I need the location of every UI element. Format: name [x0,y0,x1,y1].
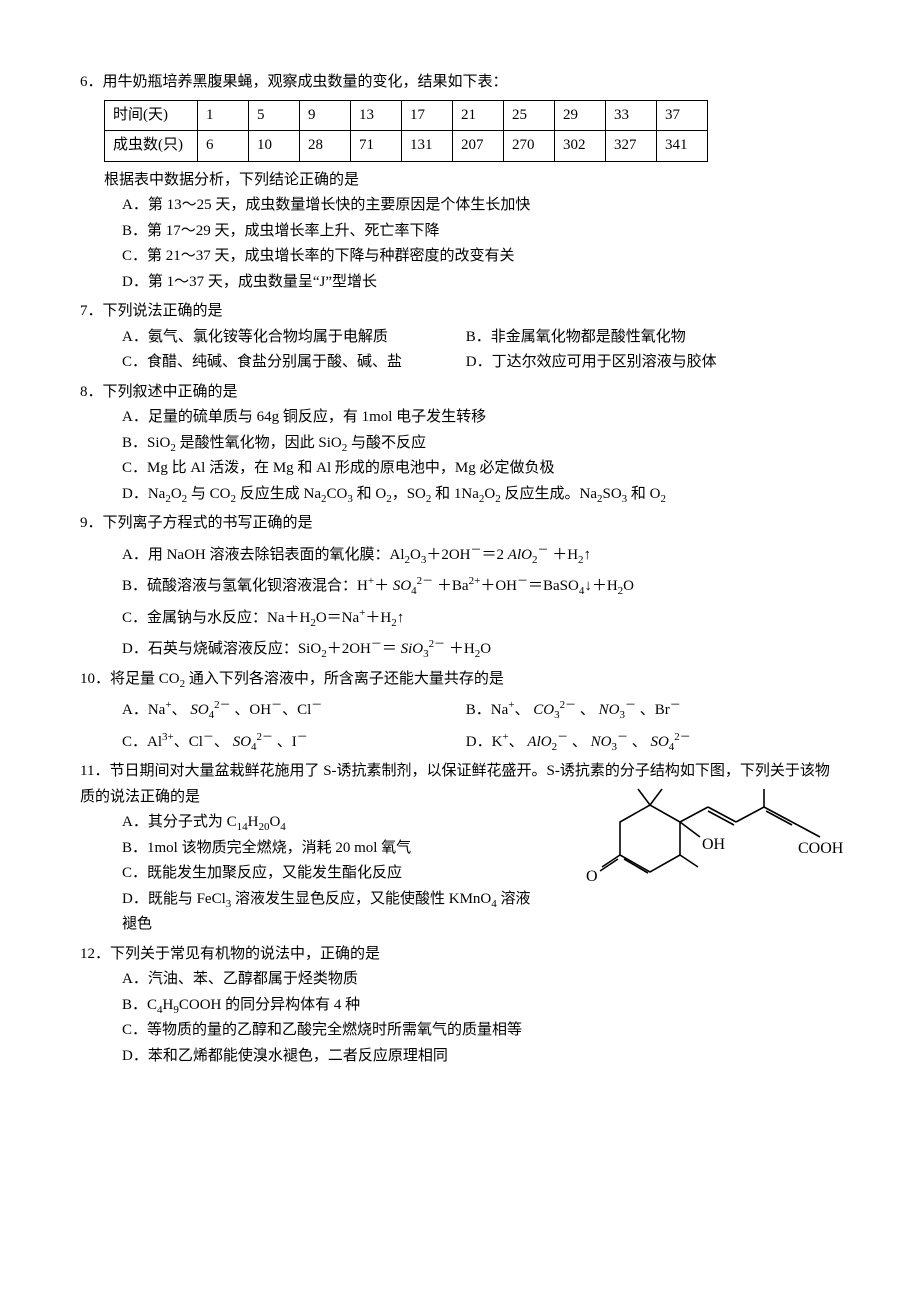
question-8: 8．下列叙述中正确的是 A．足量的硫单质与 64g 铜反应，有 1mol 电子发… [80,380,840,508]
opt-b: B．第 17～29 天，成虫增长率上升、死亡率下降 [122,219,840,245]
q9-head: 9．下列离子方程式的书写正确的是 [80,515,313,531]
cell: 37 [657,100,708,131]
oh-label: OH [702,836,726,853]
cell: 1 [198,100,249,131]
opt-b: B．C4H9COOH 的同分异构体有 4 种 [122,993,840,1019]
opt-c: C．Mg 比 Al 活泼，在 Mg 和 Al 形成的原电池中，Mg 必定做负极 [122,456,840,482]
opt-d: D．第 1～37 天，成虫数量呈“J”型增长 [122,270,840,296]
cell: 28 [300,131,351,162]
q8-opts: A．足量的硫单质与 64g 铜反应，有 1mol 电子发生转移 B．SiO2 是… [122,405,840,507]
question-9: 9．下列离子方程式的书写正确的是 A．用 NaOH 溶液去除铝表面的氧化膜：Al… [80,511,840,663]
q12-head: 12．下列关于常见有机物的说法中，正确的是 [80,946,380,962]
cell: 29 [555,100,606,131]
q12-num: 12． [80,946,110,962]
cell: 时间(天) [105,100,198,131]
q8-head: 8．下列叙述中正确的是 [80,384,238,400]
opt-b: B．1mol 该物质完全燃烧，消耗 20 mol 氧气 [122,836,542,862]
q10-pre: 将足量 CO [110,671,180,687]
cell: 21 [453,100,504,131]
opt-a: A．其分子式为 C14H20O4 [122,810,542,836]
o-label: O [586,868,598,885]
opt-a: A．第 13～25 天，成虫数量增长快的主要原因是个体生长加快 [122,193,840,219]
opt-b: B．硫酸溶液与氢氧化钡溶液混合：H+＋ SO42－ ＋Ba2+＋OH－＝BaSO… [122,574,840,600]
cell: 341 [657,131,708,162]
q7-num: 7． [80,303,103,319]
opt-c: C．等物质的量的乙醇和乙酸完全燃烧时所需氧气的质量相等 [122,1018,840,1044]
q6-head: 6．用牛奶瓶培养黑腹果蝇，观察成虫数量的变化，结果如下表： [80,74,508,90]
molecule-icon: O OH COOH [580,777,860,897]
q9-text: 下列离子方程式的书写正确的是 [103,515,313,531]
q8-num: 8． [80,384,103,400]
opt-a: A．用 NaOH 溶液去除铝表面的氧化膜：Al2O3＋2OH－＝2 AlO2－ … [122,543,840,569]
cell: 131 [402,131,453,162]
q10-opts1: A．Na+、 SO42－ 、OH－、Cl－ B．Na+、 CO32－ 、 NO3… [122,698,840,724]
q6-sub: 根据表中数据分析，下列结论正确的是 [104,168,840,194]
cell: 10 [249,131,300,162]
cell: 33 [606,100,657,131]
opt-a: A．足量的硫单质与 64g 铜反应，有 1mol 电子发生转移 [122,405,840,431]
q7-head: 7．下列说法正确的是 [80,303,223,319]
question-7: 7．下列说法正确的是 A．氨气、氯化铵等化合物均属于电解质 B．非金属氧化物都是… [80,299,840,376]
opt-c: C．食醋、纯碱、食盐分别属于酸、碱、盐 [122,350,462,376]
q7-text: 下列说法正确的是 [103,303,223,319]
q8-text: 下列叙述中正确的是 [103,384,238,400]
q12-text: 下列关于常见有机物的说法中，正确的是 [110,946,380,962]
q9-opts: A．用 NaOH 溶液去除铝表面的氧化膜：Al2O3＋2OH－＝2 AlO2－ … [122,543,840,663]
opt-b: B．Na+、 CO32－ 、 NO3－ 、Br－ [466,698,806,724]
opt-c: C．既能发生加聚反应，又能发生酯化反应 [122,861,542,887]
q9-num: 9． [80,515,103,531]
q7-opts2: C．食醋、纯碱、食盐分别属于酸、碱、盐 D．丁达尔效应可用于区别溶液与胶体 [122,350,840,376]
opt-c: C．金属钠与水反应：Na＋H2O＝Na+＋H2↑ [122,606,840,632]
cell: 270 [504,131,555,162]
table-row: 时间(天) 1 5 9 13 17 21 25 29 33 37 [105,100,708,131]
opt-c: C．Al3+、Cl－、 SO42－ 、I－ [122,730,462,756]
cell: 25 [504,100,555,131]
question-6: 6．用牛奶瓶培养黑腹果蝇，观察成虫数量的变化，结果如下表： 时间(天) 1 5 … [80,70,840,295]
q6-table: 时间(天) 1 5 9 13 17 21 25 29 33 37 成虫数(只) … [104,100,708,162]
opt-d: D．苯和乙烯都能使溴水褪色，二者反应原理相同 [122,1044,840,1070]
q10-suf: 通入下列各溶液中，所含离子还能大量共存的是 [185,671,504,687]
question-12: 12．下列关于常见有机物的说法中，正确的是 A．汽油、苯、乙醇都属于烃类物质 B… [80,942,840,1070]
opt-a: A．Na+、 SO42－ 、OH－、Cl－ [122,698,462,724]
q10-opts2: C．Al3+、Cl－、 SO42－ 、I－ D．K+、 AlO2－ 、 NO3－… [122,730,840,756]
opt-d: D．既能与 FeCl3 溶液发生显色反应，又能使酸性 KMnO4 溶液褪色 [122,887,542,938]
q10-head: 10．将足量 CO2 通入下列各溶液中，所含离子还能大量共存的是 [80,671,504,687]
opt-b: B．SiO2 是酸性氧化物，因此 SiO2 与酸不反应 [122,431,840,457]
opt-d: D．丁达尔效应可用于区别溶液与胶体 [466,350,806,376]
q10-num: 10． [80,671,110,687]
q7-opts: A．氨气、氯化铵等化合物均属于电解质 B．非金属氧化物都是酸性氧化物 [122,325,840,351]
opt-d: D．Na2O2 与 CO2 反应生成 Na2CO3 和 O2，SO2 和 1Na… [122,482,840,508]
cell: 5 [249,100,300,131]
q11-opts: A．其分子式为 C14H20O4 B．1mol 该物质完全燃烧，消耗 20 mo… [122,810,542,938]
q11-num: 11． [80,763,109,779]
q12-opts: A．汽油、苯、乙醇都属于烃类物质 B．C4H9COOH 的同分异构体有 4 种 … [122,967,840,1069]
q6-opts: A．第 13～25 天，成虫数量增长快的主要原因是个体生长加快 B．第 17～2… [122,193,840,295]
opt-d: D．石英与烧碱溶液反应：SiO2＋2OH－＝ SiO32－ ＋H2O [122,637,840,663]
cell: 71 [351,131,402,162]
question-11: 11．节日期间对大量盆栽鲜花施用了 S-诱抗素制剂，以保证鲜花盛开。S-诱抗素的… [80,759,840,938]
table-row: 成虫数(只) 6 10 28 71 131 207 270 302 327 34… [105,131,708,162]
cell: 13 [351,100,402,131]
cell: 207 [453,131,504,162]
opt-d: D．K+、 AlO2－ 、 NO3－ 、 SO42－ [466,730,806,756]
opt-a: A．汽油、苯、乙醇都属于烃类物质 [122,967,840,993]
opt-b: B．非金属氧化物都是酸性氧化物 [466,325,806,351]
opt-c: C．第 21～37 天，成虫增长率的下降与种群密度的改变有关 [122,244,840,270]
cell: 6 [198,131,249,162]
cell: 302 [555,131,606,162]
cell: 成虫数(只) [105,131,198,162]
q6-text: 用牛奶瓶培养黑腹果蝇，观察成虫数量的变化，结果如下表： [103,74,508,90]
cell: 9 [300,100,351,131]
q6-num: 6． [80,74,103,90]
cell: 17 [402,100,453,131]
opt-a: A．氨气、氯化铵等化合物均属于电解质 [122,325,462,351]
cell: 327 [606,131,657,162]
question-10: 10．将足量 CO2 通入下列各溶液中，所含离子还能大量共存的是 A．Na+、 … [80,667,840,756]
cooh-label: COOH [798,840,844,857]
